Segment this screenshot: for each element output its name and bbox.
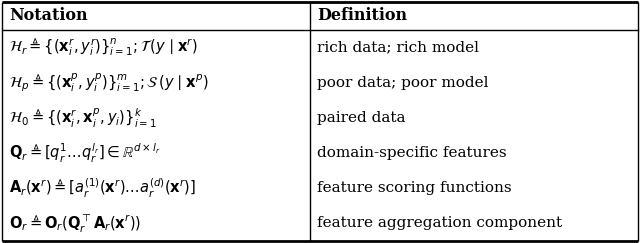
Text: $\mathcal{H}_r \triangleq \{(\mathbf{x}_i^r, y_i^r)\}_{i=1}^{n}; \mathcal{T}\,(y: $\mathcal{H}_r \triangleq \{(\mathbf{x}_… [9,37,198,59]
Text: feature aggregation component: feature aggregation component [317,217,563,230]
Text: $\mathcal{H}_p \triangleq \{(\mathbf{x}_i^p, y_i^p)\}_{i=1}^{m}; \mathcal{S}\,(y: $\mathcal{H}_p \triangleq \{(\mathbf{x}_… [9,71,209,94]
Text: $\mathbf{O}_r \triangleq \mathbf{O}_r(\mathbf{Q}_r^\top \mathbf{A}_r(\mathbf{x}^: $\mathbf{O}_r \triangleq \mathbf{O}_r(\m… [9,212,141,235]
Text: rich data; rich model: rich data; rich model [317,41,479,55]
Text: feature scoring functions: feature scoring functions [317,181,512,195]
Text: Notation: Notation [9,8,88,25]
Text: $\mathcal{H}_0 \triangleq \{(\mathbf{x}_i^r, \mathbf{x}_i^p, y_i)\}_{i=1}^{k}$: $\mathcal{H}_0 \triangleq \{(\mathbf{x}_… [9,106,157,130]
Text: Definition: Definition [317,8,408,25]
Text: $\mathbf{A}_r(\mathbf{x}^r) \triangleq [a_r^{(1)}(\mathbf{x}^r) \ldots a_r^{(d)}: $\mathbf{A}_r(\mathbf{x}^r) \triangleq [… [9,177,196,200]
Text: domain-specific features: domain-specific features [317,146,507,160]
Text: paired data: paired data [317,111,406,125]
Text: $\mathbf{Q}_r \triangleq [q_r^1 \ldots q_r^{l_r}] \in \mathbb{R}^{d \times l_r}$: $\mathbf{Q}_r \triangleq [q_r^1 \ldots q… [9,141,161,165]
Text: poor data; poor model: poor data; poor model [317,76,489,90]
